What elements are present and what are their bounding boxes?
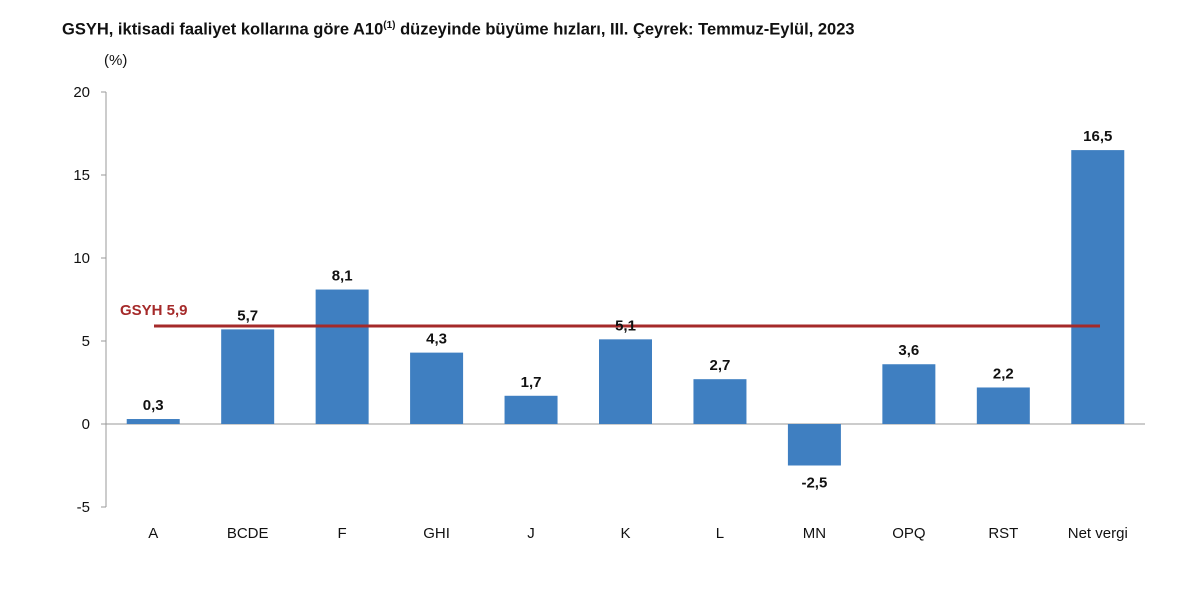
x-category-label: GHI — [423, 525, 450, 542]
y-tick-label: 5 — [82, 333, 90, 350]
x-category-label: BCDE — [227, 525, 269, 542]
data-label: 4,3 — [426, 331, 447, 348]
bar-l — [693, 379, 747, 424]
y-tick-label: -5 — [77, 499, 90, 516]
bar-ghi — [410, 352, 464, 424]
bar-k — [599, 339, 652, 424]
x-category-label: OPQ — [892, 525, 925, 542]
bar-net-vergi — [1071, 150, 1125, 424]
bar-bcde — [221, 329, 275, 424]
bar-j — [504, 395, 558, 424]
data-label: 3,6 — [898, 342, 919, 359]
bar-mn — [787, 424, 841, 466]
y-tick-label: 15 — [73, 167, 90, 184]
data-label: 1,7 — [521, 374, 542, 391]
x-category-label: Net vergi — [1068, 525, 1128, 542]
bar-rst — [976, 387, 1030, 424]
y-tick-label: 0 — [82, 416, 90, 433]
data-label: 0,3 — [143, 397, 164, 414]
data-label: 5,1 — [615, 317, 636, 334]
x-category-label: F — [338, 525, 347, 542]
data-label: 2,2 — [993, 365, 1014, 382]
data-label: 16,5 — [1083, 128, 1112, 145]
bar-a — [126, 419, 180, 424]
x-category-label: L — [716, 525, 724, 542]
x-category-label: A — [148, 525, 158, 542]
gsyh-reference-label: GSYH 5,9 — [120, 302, 188, 319]
y-tick-label: 20 — [73, 84, 90, 101]
bar-opq — [882, 364, 936, 424]
data-label: 5,7 — [237, 307, 258, 324]
data-label: 8,1 — [332, 268, 353, 285]
bar-f — [315, 289, 369, 424]
y-axis-unit-label: (%) — [104, 52, 128, 69]
x-category-label: J — [527, 525, 535, 542]
x-category-label: K — [620, 525, 630, 542]
y-tick-label: 10 — [73, 250, 90, 267]
data-label: 2,7 — [710, 357, 731, 374]
data-label: -2,5 — [801, 475, 827, 492]
chart-title: GSYH, iktisadi faaliyet kollarına göre A… — [62, 20, 855, 39]
x-category-label: MN — [803, 525, 826, 542]
x-category-label: RST — [988, 525, 1018, 542]
